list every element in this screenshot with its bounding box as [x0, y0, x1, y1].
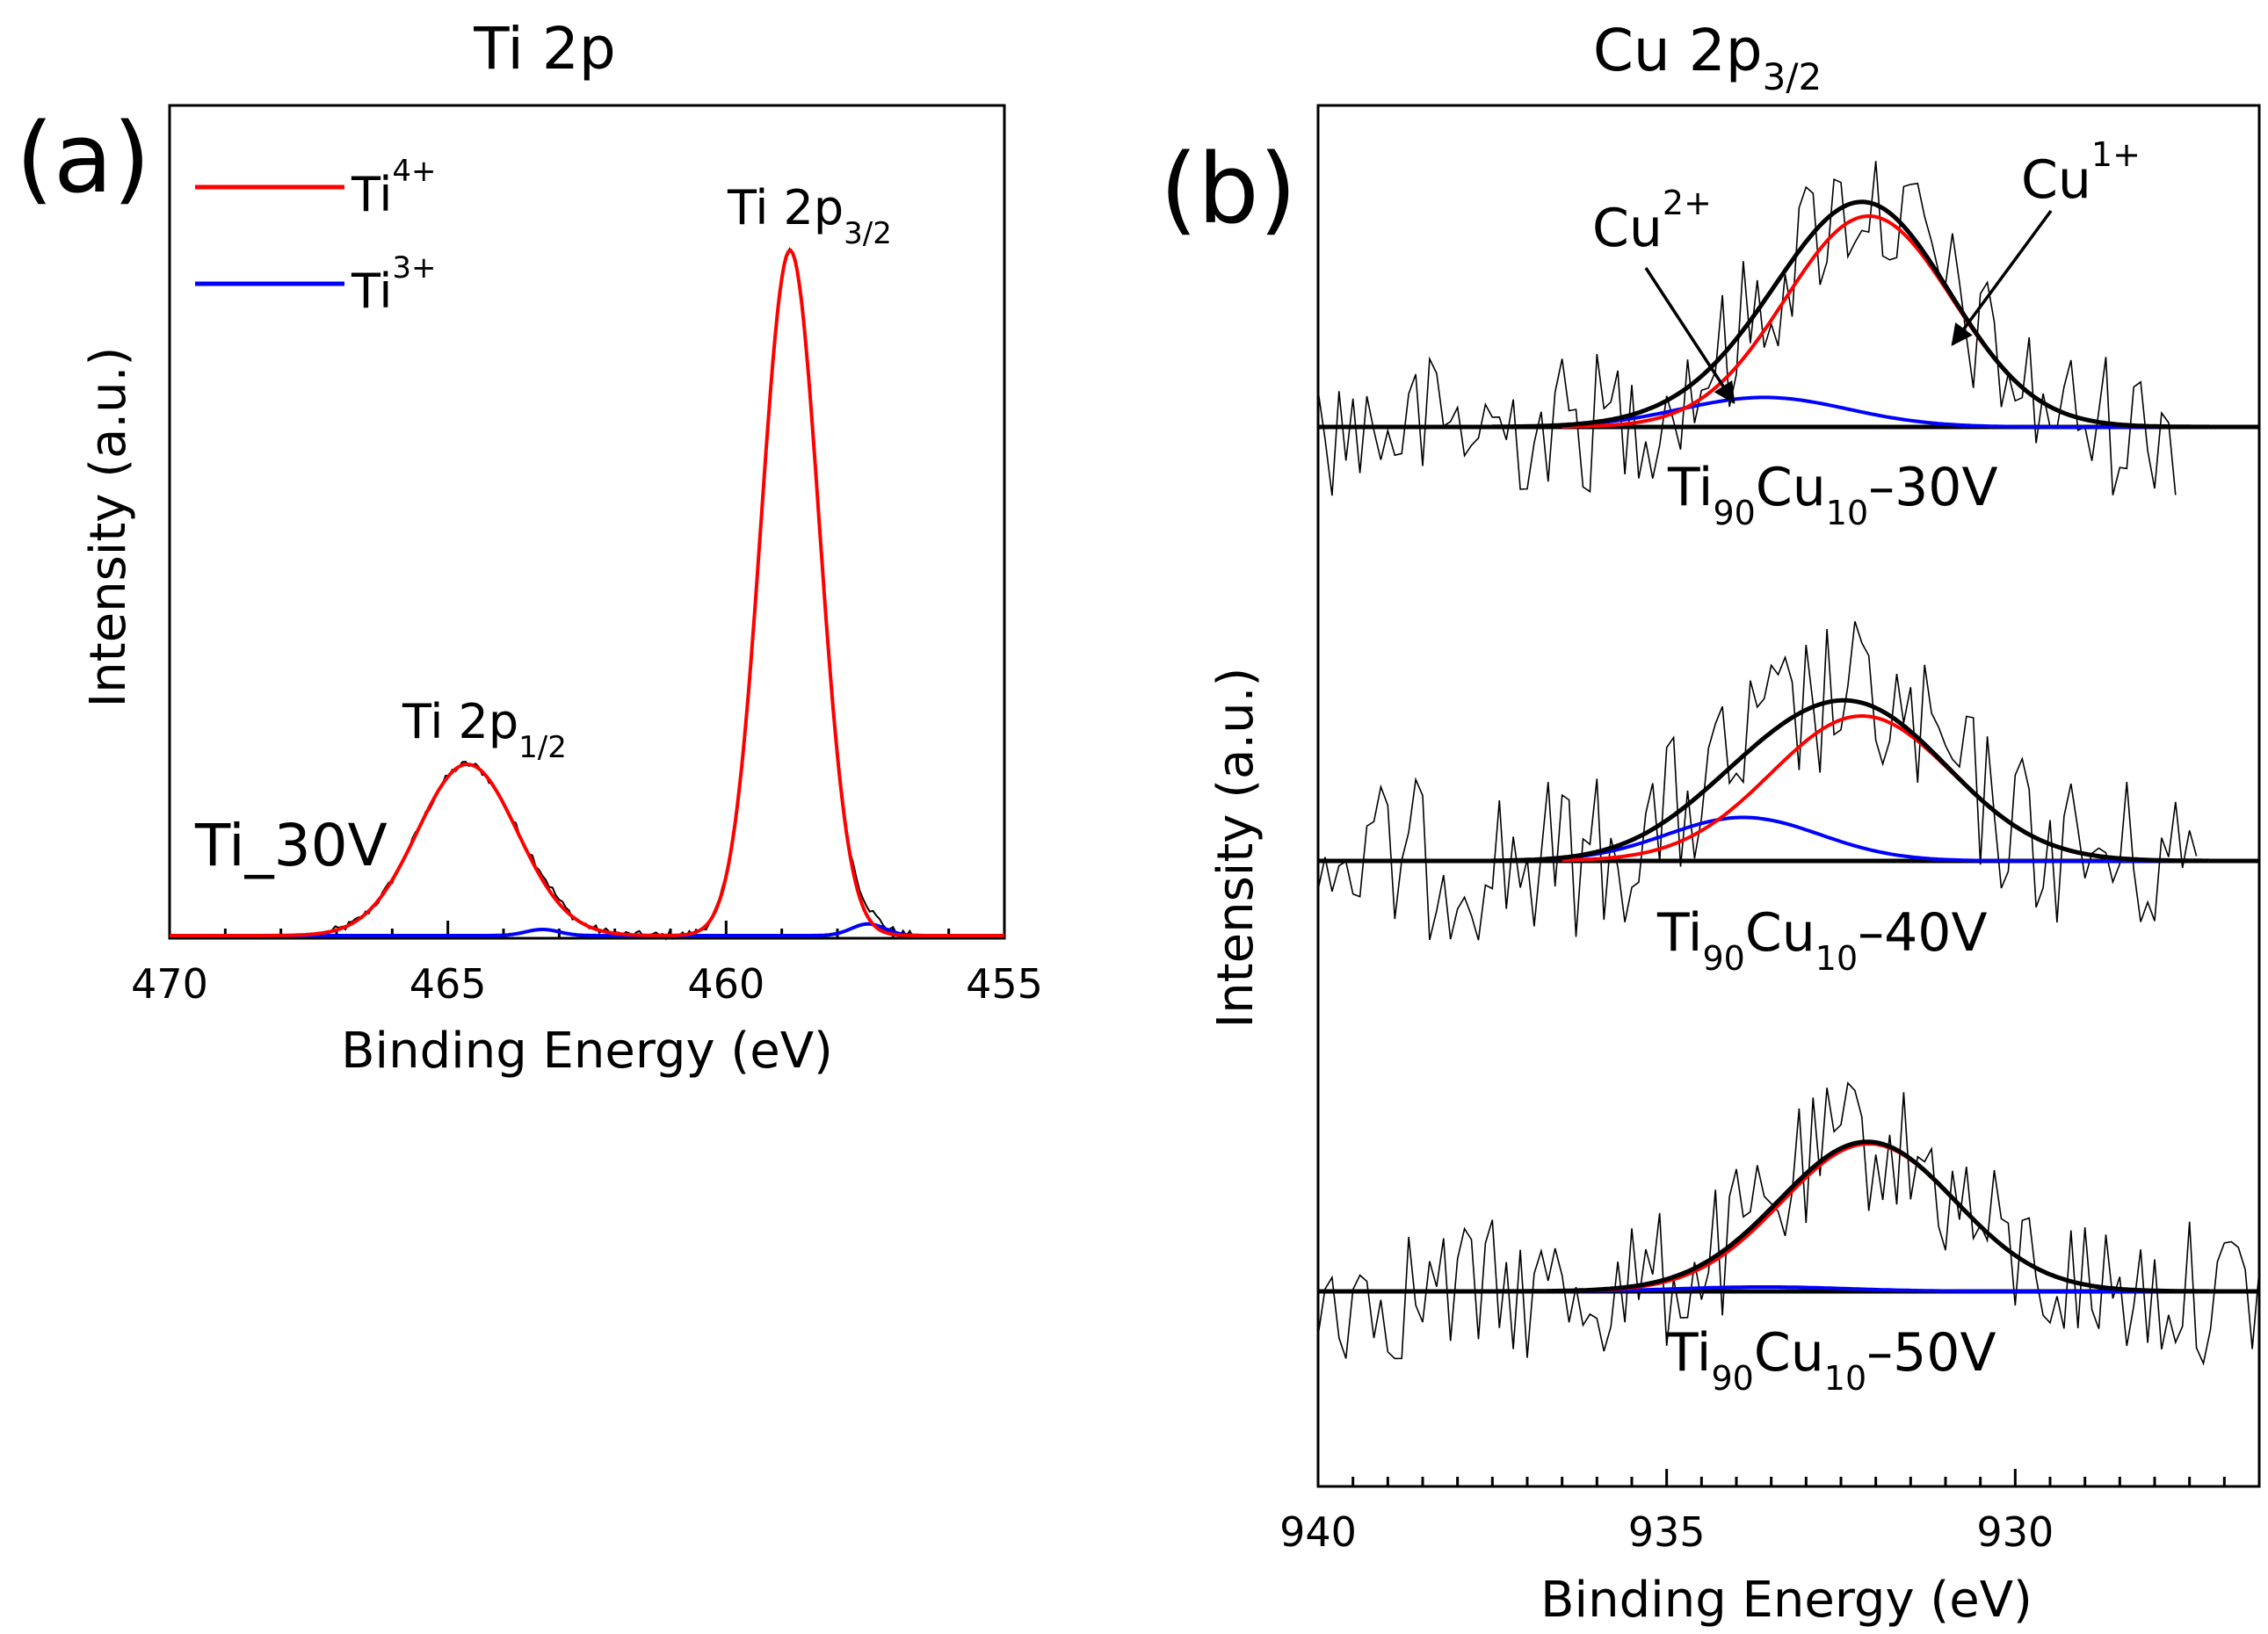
stack-ti90cu10-30v: Ti90Cu10–30V	[1317, 161, 2259, 532]
x-tick-label: 930	[1976, 1508, 2054, 1556]
x-tick-label: 465	[409, 960, 487, 1008]
cu2plus-arrow	[1644, 267, 1735, 405]
ti2p12-annotation: Ti 2p1/2	[402, 694, 567, 765]
panel-a-ti2p: (a) Ti 2p 470 465 460 455 Ti4+ Ti3+ Ti 2p3/…	[16, 15, 1043, 1080]
cu2plus-arrow-label: Cu2+	[1592, 184, 1712, 259]
legend-ti3plus-label: Ti3+	[351, 250, 436, 319]
raw-spectrum-40v-line	[1317, 621, 2198, 941]
stack-ti90cu10-50v: Ti90Cu10–50V	[1317, 1081, 2260, 1398]
panel-b-plot-frame	[1316, 104, 2261, 1488]
sample-label-30v: Ti90Cu10–30V	[1667, 457, 1998, 532]
x-tick-label: 935	[1628, 1508, 1706, 1556]
panel-b-x-axis-label: Binding Energy (eV)	[1540, 1572, 2033, 1629]
panel-a-x-axis-label: Binding Energy (eV)	[341, 1023, 833, 1080]
panel-a-plot-frame	[168, 104, 1006, 940]
cu1plus-arrow-label: Cu1+	[2021, 135, 2141, 211]
x-tick-label: 455	[966, 960, 1043, 1008]
panel-a-curves	[170, 247, 1004, 941]
panel-b-title: Cu 2p3/2	[1593, 17, 1822, 98]
panel-b-x-axis-ticks: 940 935 930	[1279, 1469, 2226, 1556]
panel-b-cu2p: (b) Cu 2p3/2 940 935 930 Ti90Cu10–30V Ti90…	[1160, 17, 2261, 1629]
panel-b-label: (b)	[1160, 133, 1297, 245]
panel-a-y-axis-label: Intensity (a.u.)	[80, 347, 137, 708]
envelope-30v-line	[1492, 199, 2209, 430]
ti2p32-annotation: Ti 2p3/2	[727, 180, 892, 251]
stack-ti90cu10-40v: Ti90Cu10–40V	[1317, 621, 2259, 978]
sample-label-40v: Ti90Cu10–40V	[1656, 902, 1988, 978]
cu1plus-arrow	[1951, 209, 2053, 346]
cu1plus-component-40v-line	[1562, 714, 2209, 863]
ti4plus-component-line	[170, 248, 1004, 937]
panel-a-title: Ti 2p	[473, 15, 616, 83]
x-tick-label: 470	[131, 960, 208, 1008]
x-tick-label: 460	[687, 960, 764, 1008]
panel-a-legend: Ti4+ Ti3+	[195, 154, 436, 319]
ti30v-sample-label: Ti_30V	[194, 812, 388, 879]
cu2plus-component-40v-line	[1492, 815, 2209, 863]
panel-b-y-axis-label: Intensity (a.u.)	[1207, 668, 1264, 1029]
envelope-40v-line	[1492, 698, 2209, 864]
x-tick-label: 940	[1279, 1508, 1357, 1556]
legend-ti4plus-label: Ti4+	[351, 154, 436, 222]
envelope-50v-line	[1492, 1139, 2209, 1294]
panel-a-label: (a)	[16, 102, 150, 214]
raw-spectrum-30v-line	[1317, 161, 2177, 496]
sample-label-50v: Ti90Cu10–50V	[1665, 1322, 1996, 1398]
